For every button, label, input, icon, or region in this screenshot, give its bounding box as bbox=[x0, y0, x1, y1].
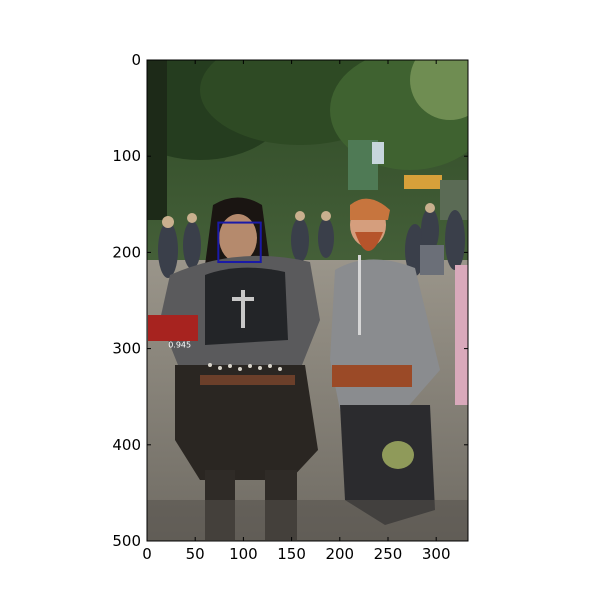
detection-box bbox=[217, 221, 262, 264]
x-tick-label: 150 bbox=[277, 545, 306, 563]
y-tick-label: 400 bbox=[112, 436, 141, 454]
x-tick-label: 200 bbox=[325, 545, 354, 563]
y-tick-label: 0 bbox=[131, 51, 141, 69]
detection-score-label: 0.945 bbox=[168, 341, 191, 350]
detection: 0.945 bbox=[168, 221, 262, 350]
right-person bbox=[330, 198, 440, 525]
x-tick-label: 250 bbox=[374, 545, 403, 563]
y-tick-label: 500 bbox=[112, 532, 141, 550]
y-tick-label: 300 bbox=[112, 340, 141, 358]
y-tick-label: 100 bbox=[112, 147, 141, 165]
photo bbox=[147, 60, 468, 541]
plot-frame bbox=[146, 59, 469, 542]
y-axis: 0 100 200 300 400 500 bbox=[112, 51, 468, 550]
left-person bbox=[148, 197, 320, 540]
x-tick-label: 100 bbox=[229, 545, 258, 563]
x-tick-label: 50 bbox=[186, 545, 205, 563]
y-tick-label: 200 bbox=[112, 243, 141, 261]
x-tick-label: 0 bbox=[142, 545, 152, 563]
x-tick-label: 300 bbox=[422, 545, 451, 563]
x-axis: 0 50 100 150 200 250 300 bbox=[142, 60, 451, 563]
